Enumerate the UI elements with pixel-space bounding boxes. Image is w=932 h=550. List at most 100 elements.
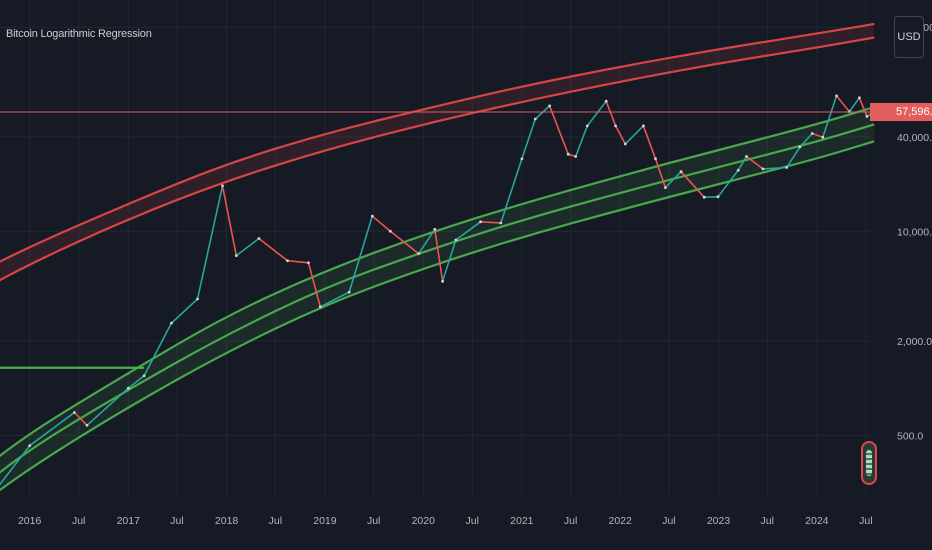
price-point — [798, 145, 802, 149]
price-segment — [624, 125, 644, 145]
x-tick-label: Jul — [367, 515, 380, 527]
price-segment — [717, 169, 739, 198]
price-segment — [235, 237, 260, 257]
price-point — [716, 195, 720, 199]
x-tick-label: 2017 — [117, 515, 141, 527]
price-segment — [221, 185, 238, 256]
red-band-line-1 — [0, 36, 875, 282]
price-segment — [799, 132, 813, 148]
price-point — [761, 167, 765, 171]
price-segment — [434, 229, 444, 282]
price-segment — [29, 411, 75, 447]
price-segment — [812, 132, 824, 138]
price-segment — [762, 166, 787, 170]
price-segment — [348, 215, 374, 293]
price-segment — [170, 298, 199, 324]
price-point — [126, 386, 130, 390]
price-point — [370, 214, 374, 218]
price-segment — [258, 237, 288, 262]
y-tick-label: 10,000.0 — [897, 226, 932, 238]
x-tick-label: Jul — [72, 515, 85, 527]
green-band-line-4 — [0, 140, 875, 492]
price-point — [654, 157, 657, 161]
price-segment — [664, 171, 682, 189]
price-segment — [73, 411, 88, 426]
price-segment — [574, 125, 589, 157]
price-point — [170, 321, 173, 325]
x-tick-label: 2020 — [412, 515, 436, 527]
red-band-fill — [0, 23, 875, 281]
y-tick-label: 500.0 — [897, 430, 923, 442]
currency-button[interactable]: USD — [894, 16, 924, 58]
price-segment — [614, 125, 627, 145]
x-tick-label: Jul — [564, 515, 577, 527]
price-segment — [548, 105, 569, 155]
price-point — [785, 166, 789, 169]
x-tick-label: Jul — [761, 515, 774, 527]
price-point — [585, 124, 589, 128]
price-segment — [389, 230, 420, 255]
price-point — [318, 305, 322, 309]
price-point — [234, 254, 238, 257]
green-band-line-3 — [0, 123, 875, 474]
price-point — [679, 170, 683, 174]
price-series — [0, 94, 875, 486]
x-tick-label: 2024 — [805, 515, 829, 527]
y-tick-label: 2,000.0 — [897, 336, 932, 348]
price-segment — [0, 445, 31, 486]
price-segment — [86, 387, 129, 426]
price-segment — [480, 221, 501, 224]
x-tick-label: Jul — [662, 515, 675, 527]
price-point — [614, 124, 617, 128]
time-axis[interactable]: 132016Jul2017Jul2018Jul2019Jul2020Jul202… — [0, 515, 873, 527]
price-segment — [586, 100, 607, 127]
green-band-fill-upper — [0, 107, 875, 473]
price-point — [286, 259, 289, 263]
x-tick-label: Jul — [170, 515, 183, 527]
x-tick-label: 2016 — [18, 515, 42, 527]
y-tick-label: 40,000.0 — [897, 132, 932, 144]
x-tick-label: Jul — [466, 515, 479, 527]
price-point — [433, 227, 437, 231]
red-band-line-0 — [0, 22, 875, 263]
price-segment — [746, 155, 764, 170]
price-point — [142, 374, 146, 378]
chart-title: Bitcoin Logarithmic Regression — [6, 28, 152, 40]
price-point — [454, 238, 458, 242]
x-tick-label: Jul — [269, 515, 282, 527]
last-price-badge: 57,596.5 — [870, 103, 932, 122]
price-segment — [786, 146, 801, 168]
price-point — [73, 411, 76, 414]
price-point — [417, 252, 421, 256]
price-segment — [127, 375, 145, 389]
horizontal-levels — [0, 111, 870, 369]
x-tick-label: 2022 — [609, 515, 633, 527]
price-point — [479, 220, 482, 224]
price-segment — [307, 262, 322, 308]
price-point — [441, 279, 444, 283]
price-point — [702, 195, 706, 199]
price-segment — [654, 158, 667, 188]
price-point — [307, 261, 310, 265]
price-segment — [521, 118, 537, 160]
price-segment — [848, 97, 861, 113]
price-point — [835, 94, 838, 98]
price-point — [574, 155, 578, 158]
price-point — [221, 184, 224, 188]
price-segment — [500, 158, 523, 224]
price-segment — [858, 97, 868, 117]
price-segment — [319, 291, 350, 308]
price-point — [664, 186, 667, 190]
green-band-fill-lower — [0, 124, 875, 491]
x-tick-label: 2021 — [510, 515, 534, 527]
price-segment — [455, 221, 482, 241]
price-point — [389, 229, 392, 233]
price-segment — [737, 156, 748, 171]
price-point — [548, 104, 551, 108]
price-point — [533, 117, 537, 121]
price-point — [257, 237, 261, 240]
tradingview-logo-icon[interactable] — [861, 441, 877, 485]
price-point — [604, 99, 608, 103]
